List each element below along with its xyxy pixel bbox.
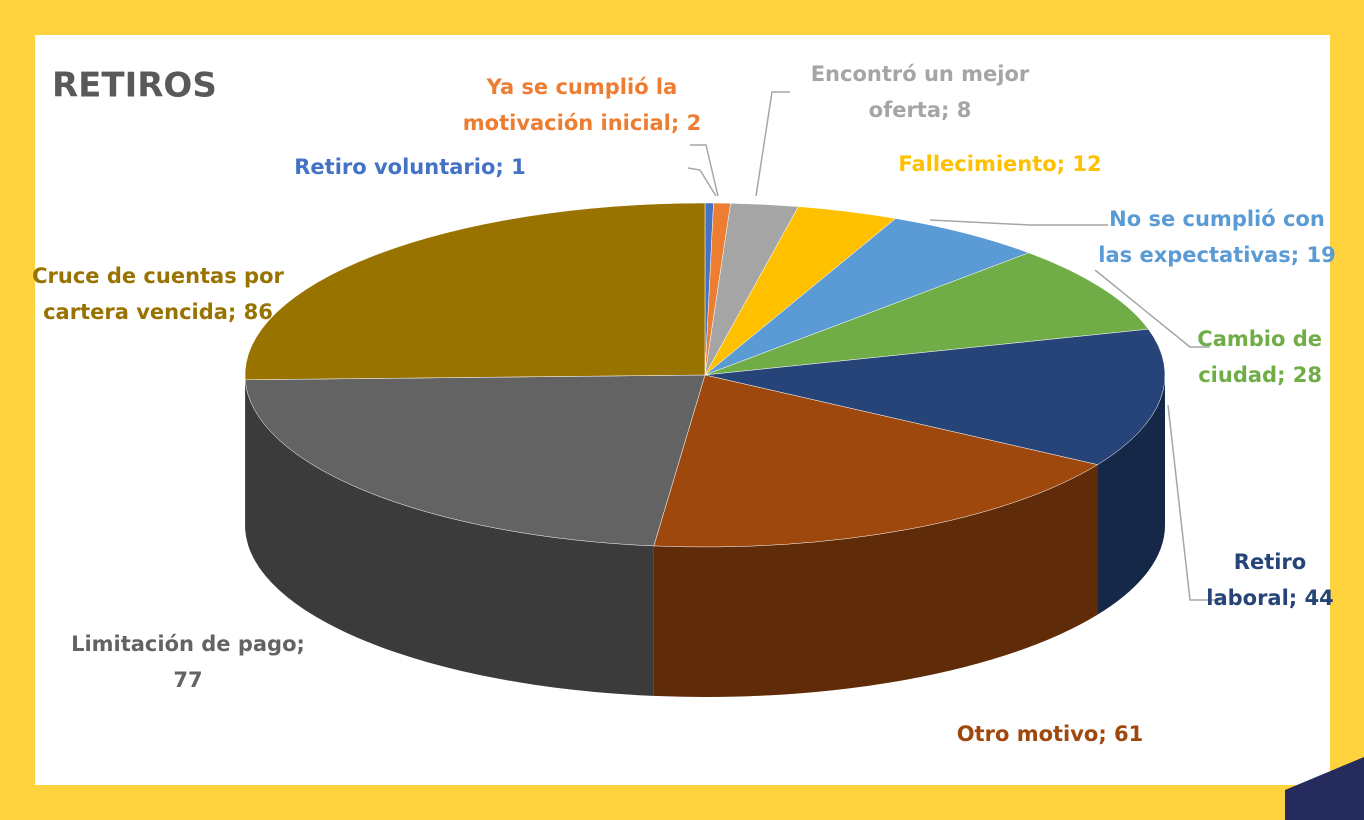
pie-slice: [653, 374, 1099, 548]
data-label: las expectativas; 19: [1098, 243, 1335, 267]
data-label: Encontró un mejor: [811, 62, 1030, 86]
pie-sides: [245, 375, 1165, 698]
data-label: ciudad; 28: [1198, 363, 1322, 387]
pie-side: [653, 464, 1098, 698]
data-label: No se cumplió con: [1109, 207, 1325, 231]
leader-line: [687, 167, 717, 197]
data-label: Ya se cumplió la: [486, 75, 678, 99]
leader-line: [929, 219, 1108, 226]
data-label: motivación inicial; 2: [463, 111, 701, 135]
pie-side: [1097, 375, 1165, 615]
pie-slice: [704, 218, 1030, 376]
pie-slice: [244, 202, 706, 381]
data-label: Cambio de: [1197, 327, 1322, 351]
data-label: laboral; 44: [1206, 586, 1334, 610]
leader-line: [1167, 404, 1222, 601]
data-label: Otro motivo; 61: [957, 722, 1144, 746]
pie-slice: [704, 252, 1149, 376]
data-label: Cruce de cuentas por: [32, 264, 284, 288]
data-label: 77: [173, 668, 202, 692]
leader-line: [1094, 269, 1210, 348]
corner-decoration: [1285, 757, 1364, 820]
data-label: Fallecimiento; 12: [898, 152, 1101, 176]
pie-side: [245, 379, 654, 696]
data-label: oferta; 8: [869, 98, 972, 122]
pie-side-shade: [1097, 375, 1165, 615]
data-label: Limitación de pago;: [71, 632, 305, 656]
pie-side-shade: [245, 379, 654, 696]
pie-slice: [704, 328, 1166, 465]
pie-side-shade: [653, 464, 1098, 698]
pie-slice: [244, 374, 706, 547]
data-label: Retiro: [1234, 550, 1306, 574]
data-label: cartera vencida; 86: [43, 300, 273, 324]
chart-title: RETIROS: [52, 66, 217, 106]
leader-line: [690, 144, 719, 197]
data-label: Retiro voluntario; 1: [294, 155, 525, 179]
pie-tops: [244, 202, 1166, 548]
leader-line: [755, 91, 790, 197]
